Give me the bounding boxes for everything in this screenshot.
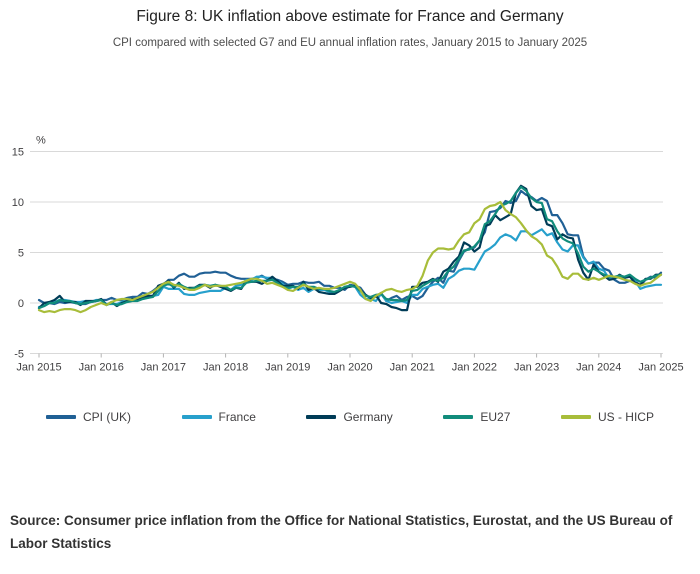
series-line-germany (37, 184, 663, 312)
chart-title: Figure 8: UK inflation above estimate fo… (136, 8, 564, 25)
x-tick-label: Jan 2023 (514, 362, 559, 374)
chart-subtitle: CPI compared with selected G7 and EU ann… (112, 37, 588, 49)
x-tick-label: Jan 2018 (203, 362, 248, 374)
y-tick-label: 0 (18, 298, 24, 310)
legend-swatch-cpi-uk (46, 415, 76, 419)
x-tick-label: Jan 2024 (576, 362, 621, 374)
legend-label-germany: Germany (343, 410, 393, 424)
x-tick-label: Jan 2025 (638, 362, 683, 374)
legend-swatch-germany (306, 415, 337, 419)
inflation-line-chart: 15 10 5 0 -5% Jan 2015 Jan 2016 Jan 2017 Jan 201… (12, 135, 684, 374)
legend-label-france: France (218, 410, 256, 424)
x-tick-label: Jan 2019 (265, 362, 310, 374)
x-tick-label: Jan 2017 (141, 362, 186, 374)
series-line-eu27 (37, 185, 663, 310)
legend-label-eu27: EU27 (480, 410, 511, 424)
y-tick-label: -5 (14, 349, 24, 361)
legend-item-france[interactable]: France (181, 410, 256, 424)
y-tick-label: 5 (18, 248, 24, 260)
legend-label-cpi-uk: CPI (UK) (83, 410, 131, 424)
legend-item-germany[interactable]: Germany (306, 410, 393, 424)
x-tick-label: Jan 2022 (452, 362, 497, 374)
legend-swatch-eu27 (443, 415, 474, 419)
x-tick-label: Jan 2021 (390, 362, 435, 374)
legend-item-us-hicp[interactable]: US - HICP (560, 410, 654, 424)
x-tick-label: Jan 2016 (79, 362, 124, 374)
y-tick-label: 10 (12, 197, 24, 209)
x-tick-label: Jan 2020 (327, 362, 372, 374)
chart-legend: CPI (UK) France Germany EU27 US - HICP (46, 406, 654, 428)
legend-label-us-hicp: US - HICP (597, 410, 654, 424)
series-line-us-hicp (37, 200, 663, 314)
legend-item-eu27[interactable]: EU27 (443, 410, 510, 424)
y-tick-label: 15 (12, 147, 24, 159)
legend-swatch-france (181, 415, 212, 419)
legend-swatch-us-hicp (560, 415, 591, 419)
x-tick-label: Jan 2015 (16, 362, 61, 374)
legend-item-cpi-uk[interactable]: CPI (UK) (46, 410, 131, 424)
source-note: Source: Consumer price inflation from th… (10, 513, 673, 551)
y-axis-unit-label: % (36, 135, 46, 147)
